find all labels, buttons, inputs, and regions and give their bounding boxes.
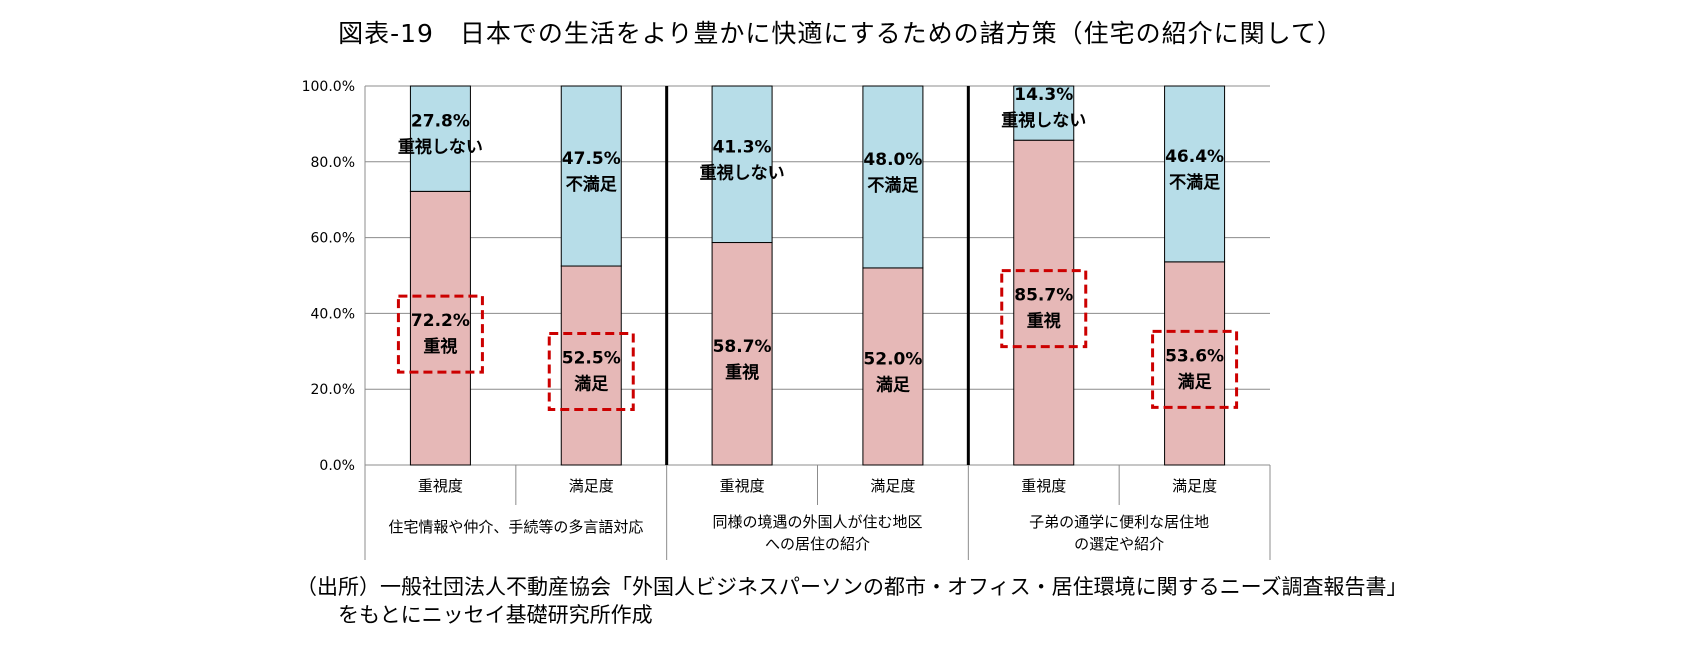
data-label-value: 58.7%: [713, 337, 772, 357]
data-label-category: 重視: [725, 362, 759, 383]
y-tick-label: 60.0%: [311, 231, 355, 247]
category-label: 満足度: [870, 477, 915, 495]
data-label-value: 53.6%: [1165, 346, 1224, 366]
y-tick-label: 40.0%: [311, 306, 355, 322]
y-tick-label: 20.0%: [311, 382, 355, 398]
bar-upper-segment: [1013, 85, 1075, 141]
group-label: 子弟の通学に便利な居住地: [1029, 513, 1209, 531]
bar-lower-segment: [560, 265, 622, 466]
data-label-value: 41.3%: [713, 137, 772, 157]
bar-upper-segment: [1164, 85, 1226, 263]
data-label-category: 満足: [574, 374, 608, 395]
data-label-category: 満足: [1178, 371, 1212, 392]
data-label-category: 重視しない: [1001, 110, 1086, 131]
data-label-category: 不満足: [566, 174, 617, 195]
data-label-value: 27.8%: [411, 112, 470, 132]
data-label-category: 重視: [423, 336, 457, 357]
data-label-value: 14.3%: [1014, 85, 1073, 105]
highlight-box: [1151, 329, 1239, 409]
data-label-value: 48.0%: [863, 150, 922, 170]
bar-lower-segment: [1013, 139, 1075, 466]
bar-lower-segment: [862, 267, 924, 466]
source-line-2: をもとにニッセイ基礎研究所作成: [338, 603, 653, 627]
category-label: 重視度: [1021, 477, 1066, 495]
highlight-box: [1000, 269, 1088, 349]
data-label-value: 85.7%: [1014, 286, 1073, 306]
data-label-value: 52.0%: [863, 349, 922, 369]
source-line-1: （出所）一般社団法人不動産協会「外国人ビジネスパーソンの都市・オフィス・居住環境…: [296, 575, 1408, 599]
y-tick-label: 0.0%: [319, 458, 355, 474]
data-label-value: 47.5%: [562, 149, 621, 169]
group-label: 同様の境遇の外国人が住む地区: [712, 513, 922, 531]
source-note: （出所）一般社団法人不動産協会「外国人ビジネスパーソンの都市・オフィス・居住環境…: [296, 573, 1408, 629]
y-tick-label: 80.0%: [311, 155, 355, 171]
bar-lower-segment: [711, 242, 773, 466]
data-label-value: 72.2%: [411, 311, 470, 331]
bar-upper-segment: [409, 85, 471, 192]
stacked-bar-chart: 0.0% 20.0% 40.0% 60.0% 80.0% 100.0% 住宅情報や仲介、手続…: [302, 79, 1271, 560]
chart-title: 図表-19 日本での生活をより豊かに快適にするための諸方策（住宅の紹介に関して）: [338, 19, 1343, 48]
group-label: への居住の紹介: [765, 535, 870, 553]
category-label: 満足度: [1172, 477, 1217, 495]
category-label: 重視度: [720, 477, 765, 495]
bar-upper-segment: [711, 85, 773, 244]
y-tick-label: 100.0%: [302, 79, 355, 95]
category-label: 満足度: [569, 477, 614, 495]
data-label-category: 不満足: [1169, 172, 1220, 193]
data-label-category: 満足: [876, 374, 910, 395]
data-label-value: 46.4%: [1165, 147, 1224, 167]
data-label-category: 重視: [1027, 311, 1061, 332]
data-label-category: 重視しない: [398, 137, 483, 158]
group-label: の選定や紹介: [1074, 535, 1164, 553]
group-label: 住宅情報や仲介、手続等の多言語対応: [388, 518, 643, 536]
bar-upper-segment: [862, 85, 924, 269]
highlight-box: [547, 332, 635, 412]
data-label-category: 重視しない: [700, 162, 785, 183]
bar-upper-segment: [560, 85, 622, 267]
data-label-value: 52.5%: [562, 349, 621, 369]
data-label-category: 不満足: [867, 175, 918, 196]
highlight-box: [396, 294, 484, 374]
category-label: 重視度: [418, 477, 463, 495]
